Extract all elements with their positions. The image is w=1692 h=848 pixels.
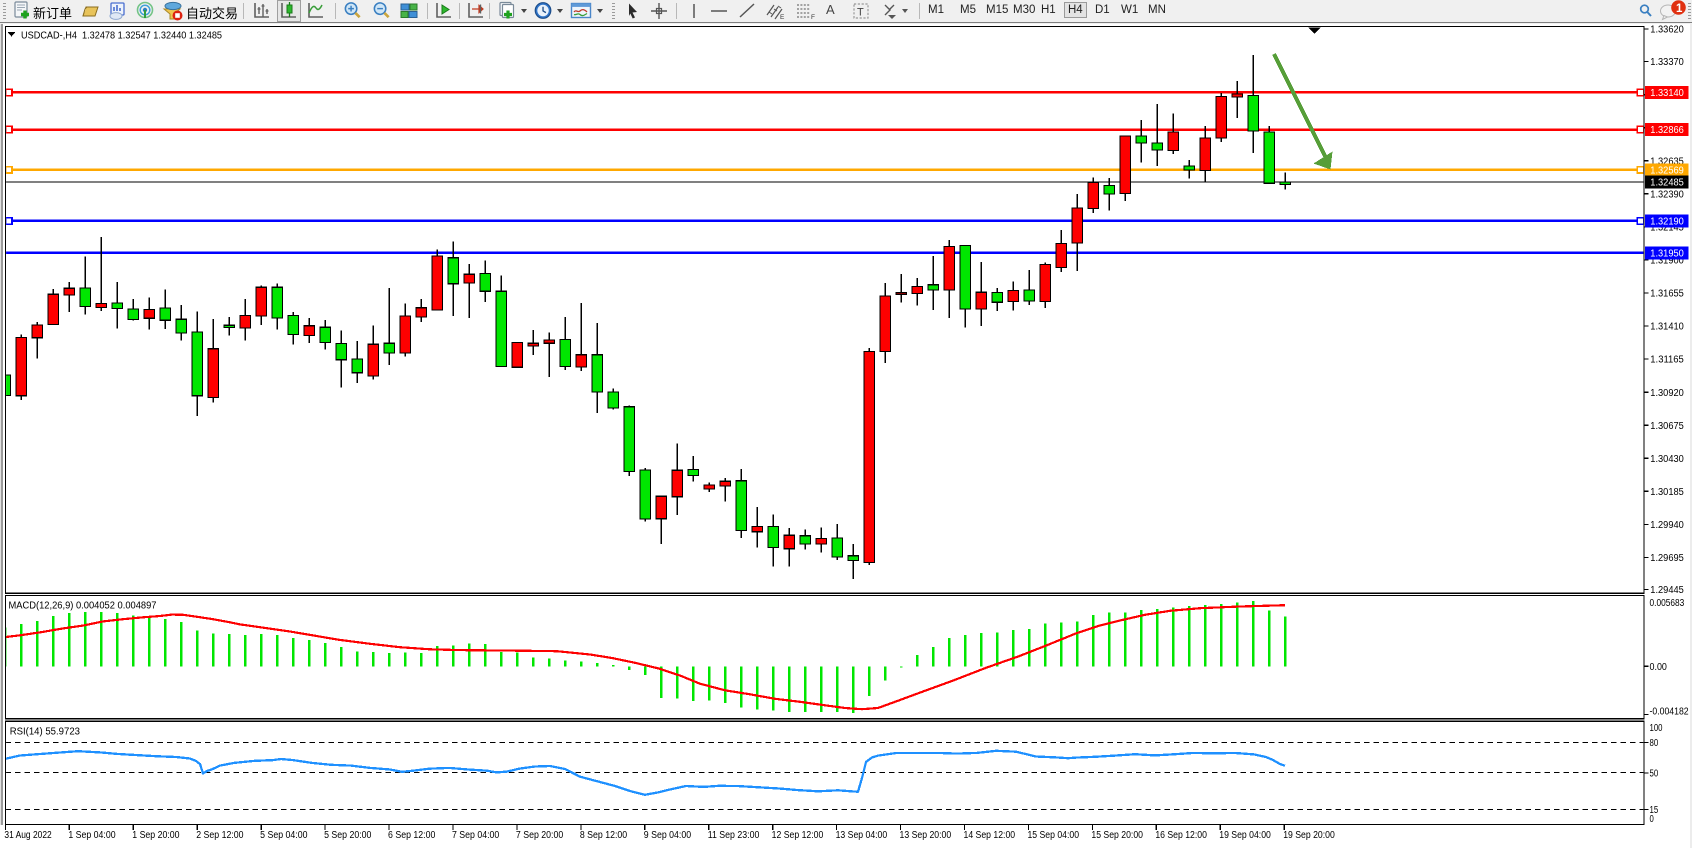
svg-text:5 Sep 20:00: 5 Sep 20:00 bbox=[324, 830, 372, 841]
svg-text:0: 0 bbox=[1650, 814, 1655, 825]
svg-text:1.31655: 1.31655 bbox=[1650, 289, 1684, 300]
svg-text:1.32635: 1.32635 bbox=[1650, 156, 1684, 167]
svg-text:-0.004182: -0.004182 bbox=[1650, 707, 1689, 718]
svg-text:13 Sep 04:00: 13 Sep 04:00 bbox=[836, 830, 888, 841]
svg-text:15 Sep 04:00: 15 Sep 04:00 bbox=[1027, 830, 1079, 841]
svg-text:1.29695: 1.29695 bbox=[1650, 553, 1684, 564]
svg-text:1.33620: 1.33620 bbox=[1650, 25, 1684, 36]
svg-text:50: 50 bbox=[1650, 769, 1659, 780]
svg-text:1.30920: 1.30920 bbox=[1650, 388, 1684, 399]
svg-text:14 Sep 12:00: 14 Sep 12:00 bbox=[964, 830, 1016, 841]
svg-text:5 Sep 04:00: 5 Sep 04:00 bbox=[260, 830, 308, 841]
svg-text:100: 100 bbox=[1650, 723, 1663, 734]
svg-text:11 Sep 23:00: 11 Sep 23:00 bbox=[708, 830, 760, 841]
svg-text:1.31165: 1.31165 bbox=[1650, 355, 1684, 366]
svg-text:E: E bbox=[780, 14, 785, 21]
svg-text:1: 1 bbox=[1676, 3, 1683, 15]
svg-text:1.29445: 1.29445 bbox=[1650, 585, 1684, 596]
svg-text:1.32390: 1.32390 bbox=[1650, 189, 1684, 200]
svg-text:1.33370: 1.33370 bbox=[1650, 57, 1684, 68]
svg-text:1.31950: 1.31950 bbox=[1650, 248, 1684, 259]
svg-text:USDCAD-,H4 1.32478 1.32547 1.: USDCAD-,H4 1.32478 1.32547 1.32440 1.324… bbox=[21, 30, 222, 41]
svg-text:0.005683: 0.005683 bbox=[1650, 598, 1685, 609]
svg-text:1.32145: 1.32145 bbox=[1650, 223, 1684, 234]
svg-text:1.32190: 1.32190 bbox=[1650, 217, 1684, 228]
svg-text:12 Sep 12:00: 12 Sep 12:00 bbox=[772, 830, 824, 841]
svg-text:2 Sep 12:00: 2 Sep 12:00 bbox=[196, 830, 244, 841]
svg-text:1.29940: 1.29940 bbox=[1650, 520, 1684, 531]
svg-text:T: T bbox=[857, 7, 864, 19]
svg-text:16 Sep 12:00: 16 Sep 12:00 bbox=[1155, 830, 1207, 841]
svg-text:8 Sep 12:00: 8 Sep 12:00 bbox=[580, 830, 628, 841]
svg-text:1.32569: 1.32569 bbox=[1650, 165, 1684, 176]
svg-text:RSI(14) 55.9723: RSI(14) 55.9723 bbox=[10, 727, 81, 738]
svg-text:F: F bbox=[811, 14, 815, 21]
svg-text:15 Sep 20:00: 15 Sep 20:00 bbox=[1091, 830, 1143, 841]
svg-text:31 Aug 2022: 31 Aug 2022 bbox=[4, 830, 51, 841]
svg-text:1 Sep 20:00: 1 Sep 20:00 bbox=[132, 830, 180, 841]
svg-text:19 Sep 20:00: 19 Sep 20:00 bbox=[1283, 830, 1335, 841]
svg-text:1 Sep 04:00: 1 Sep 04:00 bbox=[68, 830, 116, 841]
svg-text:1.31900: 1.31900 bbox=[1650, 256, 1684, 267]
svg-text:1.32485: 1.32485 bbox=[1650, 178, 1684, 189]
svg-text:7 Sep 20:00: 7 Sep 20:00 bbox=[516, 830, 564, 841]
svg-text:13 Sep 20:00: 13 Sep 20:00 bbox=[900, 830, 952, 841]
svg-text:0.00: 0.00 bbox=[1650, 662, 1668, 673]
svg-text:1.30675: 1.30675 bbox=[1650, 421, 1684, 432]
svg-text:15: 15 bbox=[1650, 805, 1659, 816]
svg-text:1.31410: 1.31410 bbox=[1650, 322, 1684, 333]
svg-text:19 Sep 04:00: 19 Sep 04:00 bbox=[1219, 830, 1271, 841]
svg-text:MACD(12,26,9) 0.004052 0.00489: MACD(12,26,9) 0.004052 0.004897 bbox=[9, 601, 157, 612]
svg-text:9 Sep 04:00: 9 Sep 04:00 bbox=[644, 830, 692, 841]
svg-text:1.30430: 1.30430 bbox=[1650, 454, 1684, 465]
svg-text:1.32866: 1.32866 bbox=[1650, 125, 1684, 136]
svg-text:1.33140: 1.33140 bbox=[1650, 88, 1684, 99]
svg-text:6 Sep 12:00: 6 Sep 12:00 bbox=[388, 830, 436, 841]
svg-text:80: 80 bbox=[1650, 738, 1659, 749]
svg-text:7 Sep 04:00: 7 Sep 04:00 bbox=[452, 830, 500, 841]
svg-text:1.30185: 1.30185 bbox=[1650, 487, 1684, 498]
